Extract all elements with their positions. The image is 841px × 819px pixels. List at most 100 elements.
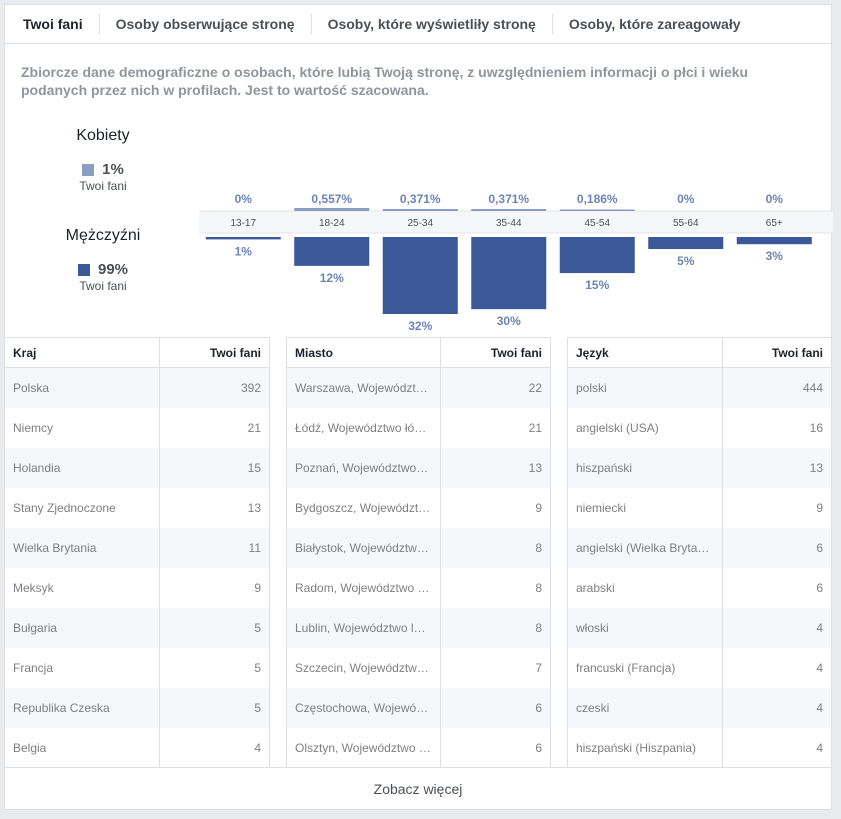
men-bar	[294, 237, 370, 266]
cities-row-count: 8	[439, 527, 550, 568]
table-row: Holandia 15	[5, 447, 269, 488]
languages-row-name: arabski	[576, 580, 615, 595]
languages-row-name: angielski (USA)	[576, 420, 659, 435]
men-bar	[559, 237, 635, 274]
countries-table: Kraj Twoi fani Polska 392 Niemcy 21 Holandia…	[5, 337, 269, 768]
men-pct: 99%	[97, 261, 129, 278]
countries-row-count: 13	[158, 487, 269, 528]
table-row: hiszpański 13	[568, 447, 831, 488]
age-tick-label: 18-24	[319, 218, 345, 229]
table-row: Łódź, Województwo łódzkie 21	[287, 407, 550, 448]
table-row: Poznań, Województwo wielkopolskie13	[287, 447, 550, 488]
men-bar	[471, 237, 547, 310]
languages-row-count: 4	[721, 727, 831, 768]
women-value-label: 0%	[235, 192, 253, 206]
countries-row-count: 5	[158, 647, 269, 688]
cities-row-count: 7	[439, 647, 550, 688]
cities-row-count: 8	[439, 567, 550, 608]
table-row: Stany Zjednoczone 13	[5, 487, 269, 528]
languages-header-name: Język	[568, 337, 722, 368]
countries-row-count: 392	[158, 367, 269, 408]
cities-header-count: Twoi fani	[439, 337, 550, 368]
languages-header-count: Twoi fani	[721, 337, 831, 368]
cities-row-count: 13	[439, 447, 550, 488]
tab-bar: Twoi fani Osoby obserwujące stronę Osoby…	[5, 5, 831, 44]
cities-row-count: 6	[439, 727, 550, 768]
languages-row-count: 13	[721, 447, 831, 488]
cities-header-name: Miasto	[287, 337, 440, 368]
countries-row-count: 5	[158, 687, 269, 728]
women-value-label: 0,371%	[400, 192, 441, 206]
countries-row-count: 4	[158, 727, 269, 768]
men-bar	[736, 237, 812, 245]
cities-row-count: 9	[439, 487, 550, 528]
table-row: Belgia 4	[5, 727, 269, 768]
countries-row-count: 5	[158, 607, 269, 648]
languages-row-count: 6	[721, 527, 831, 568]
languages-row-count: 4	[721, 607, 831, 648]
table-row: francuski (Francja) 4	[568, 647, 831, 688]
men-value-label: 32%	[408, 319, 432, 333]
tab-engaged-people[interactable]: Osoby, które zareagowały	[551, 14, 757, 34]
languages-row-name: czeski	[568, 687, 722, 728]
cities-row-count: 22	[439, 367, 550, 408]
table-row: Częstochowa, Województwo śląskie6	[287, 687, 550, 728]
countries-row-name: Republika Czeska	[5, 687, 159, 728]
table-row: Francja 5	[5, 647, 269, 688]
table-row: polski 444	[568, 367, 831, 408]
table-row: Polska 392	[5, 367, 269, 408]
tab-your-fans[interactable]: Twoi fani	[23, 16, 83, 32]
cities-row-name: Lublin, Województwo lubelskie	[287, 607, 440, 648]
age-tick-label: 25-34	[407, 218, 433, 229]
men-value-label: 12%	[320, 271, 344, 285]
countries-row-name: Polska	[5, 367, 159, 408]
cities-table: Miasto Twoi fani Warszawa, Województwo m…	[287, 337, 550, 768]
table-row: czeski 4	[568, 687, 831, 728]
table-row: Niemcy 21	[5, 407, 269, 448]
description: Zbiorcze dane demograficzne o osobach, k…	[21, 64, 749, 98]
table-row: Bydgoszcz, Województwo kujawsko-pomorski…	[287, 487, 550, 528]
cities-row-name: Olsztyn, Województwo warmińsko-mazurskie	[295, 740, 440, 755]
men-bar	[205, 237, 281, 240]
men-bar	[382, 237, 458, 314]
cities-row-name: Częstochowa, Województwo śląskie	[287, 687, 440, 728]
languages-row-count: 4	[721, 687, 831, 728]
cities-row-count: 6	[439, 687, 550, 728]
tab-page-viewers[interactable]: Osoby, które wyświetliły stronę	[310, 14, 552, 34]
men-value-label: 30%	[497, 314, 521, 328]
audience-card: Twoi fani Osoby obserwujące stronę Osoby…	[4, 4, 833, 810]
women-value-label: 0,186%	[577, 192, 618, 206]
table-row: angielski (Wielka Brytania) 6	[568, 527, 831, 568]
countries-row-count: 21	[158, 407, 269, 448]
age-gender-chart: 0% 13-17 1% 0,557% 18-24 12% 0,371% 25-34 32% 0,3…	[199, 192, 833, 333]
cities-row-name: Szczecin, Województwo zachodniopomorskie	[295, 660, 440, 675]
languages-row-count: 16	[721, 407, 831, 448]
languages-row-count: 9	[721, 487, 831, 528]
countries-row-name: Bułgaria	[5, 607, 159, 648]
cities-row-name: Poznań, Województwo wielkopolskie	[287, 447, 440, 488]
age-tick-label: 45-54	[584, 218, 610, 229]
table-row: Republika Czeska 5	[5, 687, 269, 728]
table-row: Radom, Województwo mazowieckie8	[287, 567, 550, 608]
countries-row-name: Stany Zjednoczone	[13, 500, 116, 515]
women-value-label: 0,557%	[311, 192, 352, 206]
countries-row-name: Belgia	[13, 740, 47, 755]
cities-row-count: 21	[439, 407, 550, 448]
table-row: Warszawa, Województwo mazowieckie22	[287, 367, 550, 408]
see-more-button[interactable]: Zobacz więcej	[5, 767, 831, 809]
cities-row-count: 8	[439, 607, 550, 648]
table-row: arabski 6	[568, 567, 831, 608]
table-row: Szczecin, Województwo zachodniopomorskie…	[287, 647, 550, 688]
men-sub: Twoi fani	[79, 279, 127, 293]
tab-followers[interactable]: Osoby obserwujące stronę	[98, 14, 311, 34]
countries-header-name: Kraj	[5, 337, 159, 368]
countries-row-count: 9	[158, 567, 269, 608]
table-row: włoski 4	[568, 607, 831, 648]
women-value-label: 0,371%	[488, 192, 529, 206]
men-value-label: 3%	[766, 249, 784, 263]
countries-row-name: Meksyk	[13, 580, 54, 595]
languages-row-count: 4	[721, 647, 831, 688]
cities-row-name: Warszawa, Województwo mazowieckie	[287, 367, 440, 408]
languages-row-name: francuski (Francja)	[576, 660, 676, 675]
women-bar	[559, 209, 635, 211]
